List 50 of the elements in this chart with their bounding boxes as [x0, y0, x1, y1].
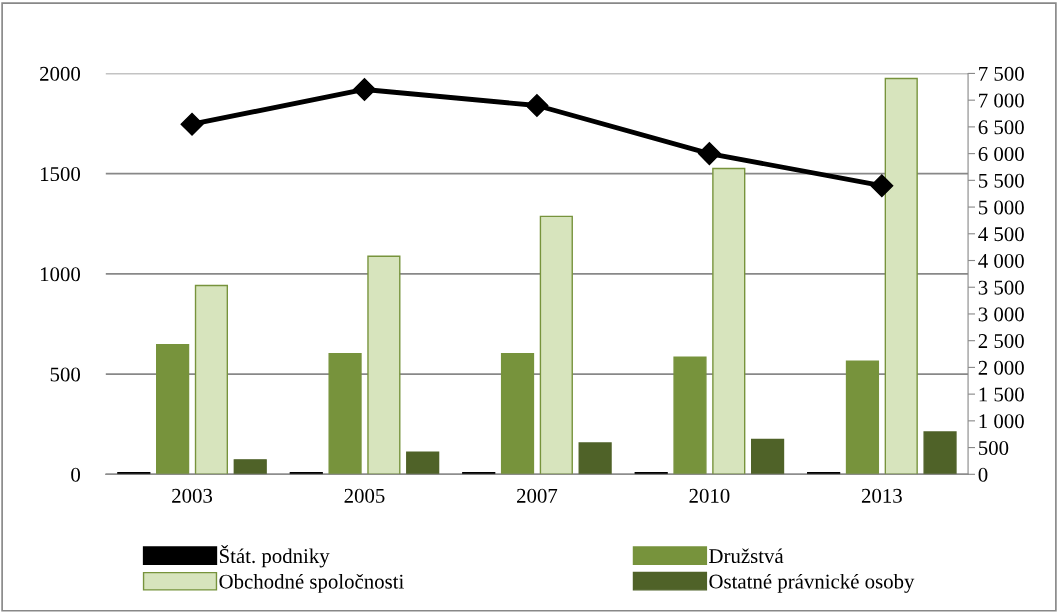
bar	[194, 284, 229, 475]
x-tick-label: 2003	[172, 488, 213, 503]
bar	[750, 438, 785, 475]
bar	[406, 451, 440, 475]
legend-label: Štát. podniky	[219, 545, 330, 568]
legend-label: Družstvá	[709, 548, 784, 564]
y2-tick-label: 1 500	[979, 387, 1024, 402]
y-tick-label: 1500	[40, 167, 81, 182]
y2-tick-label: 2 000	[978, 360, 1024, 375]
point	[180, 112, 204, 136]
y2-tick-label: 4 000	[978, 253, 1024, 268]
y2-tick-label: 2 500	[978, 334, 1024, 349]
y2-tick-label: 6 500	[978, 120, 1024, 135]
x-tick-label: 2007	[517, 488, 558, 503]
point	[352, 77, 376, 101]
y-tick-label: 500	[50, 367, 81, 382]
bar	[845, 360, 880, 475]
bar	[673, 356, 707, 475]
point	[870, 174, 894, 198]
bar	[923, 431, 957, 475]
point	[525, 94, 549, 118]
y2-tick-label: 6 000	[978, 146, 1024, 162]
x-tick-label: 2010	[689, 488, 730, 503]
legend-label: Ostatné právnické osoby	[709, 573, 915, 593]
bar	[539, 215, 573, 475]
y2-tick-label: 4 500	[978, 227, 1024, 242]
y2-tick-label: 3 000	[978, 307, 1024, 322]
legend-label: Obchodné spoločnosti	[219, 573, 404, 593]
y2-tick-label: 5 000	[979, 200, 1024, 215]
y2-tick-label: 0	[978, 467, 988, 482]
y2-tick-label: 7 000	[979, 93, 1024, 108]
y-tick-label: 2000	[40, 66, 81, 81]
point	[697, 142, 721, 166]
bar	[500, 352, 535, 475]
x-tick-label: 2013	[861, 488, 902, 503]
bar	[328, 352, 362, 475]
bar	[367, 255, 401, 475]
y-tick-label: 0	[71, 467, 81, 482]
bar	[578, 442, 612, 475]
y2-tick-label: 3 500	[978, 280, 1024, 295]
bar	[156, 343, 190, 475]
y2-tick-label: 7 500	[979, 66, 1024, 81]
y2-tick-label: 500	[979, 440, 1009, 456]
y2-tick-label: 1 000	[979, 414, 1024, 429]
y-tick-label: 1000	[40, 267, 81, 282]
bar	[712, 167, 746, 475]
x-tick-label: 2005	[344, 488, 385, 503]
y2-tick-label: 5 500	[979, 173, 1024, 188]
bar	[233, 459, 267, 475]
bar	[884, 77, 918, 475]
